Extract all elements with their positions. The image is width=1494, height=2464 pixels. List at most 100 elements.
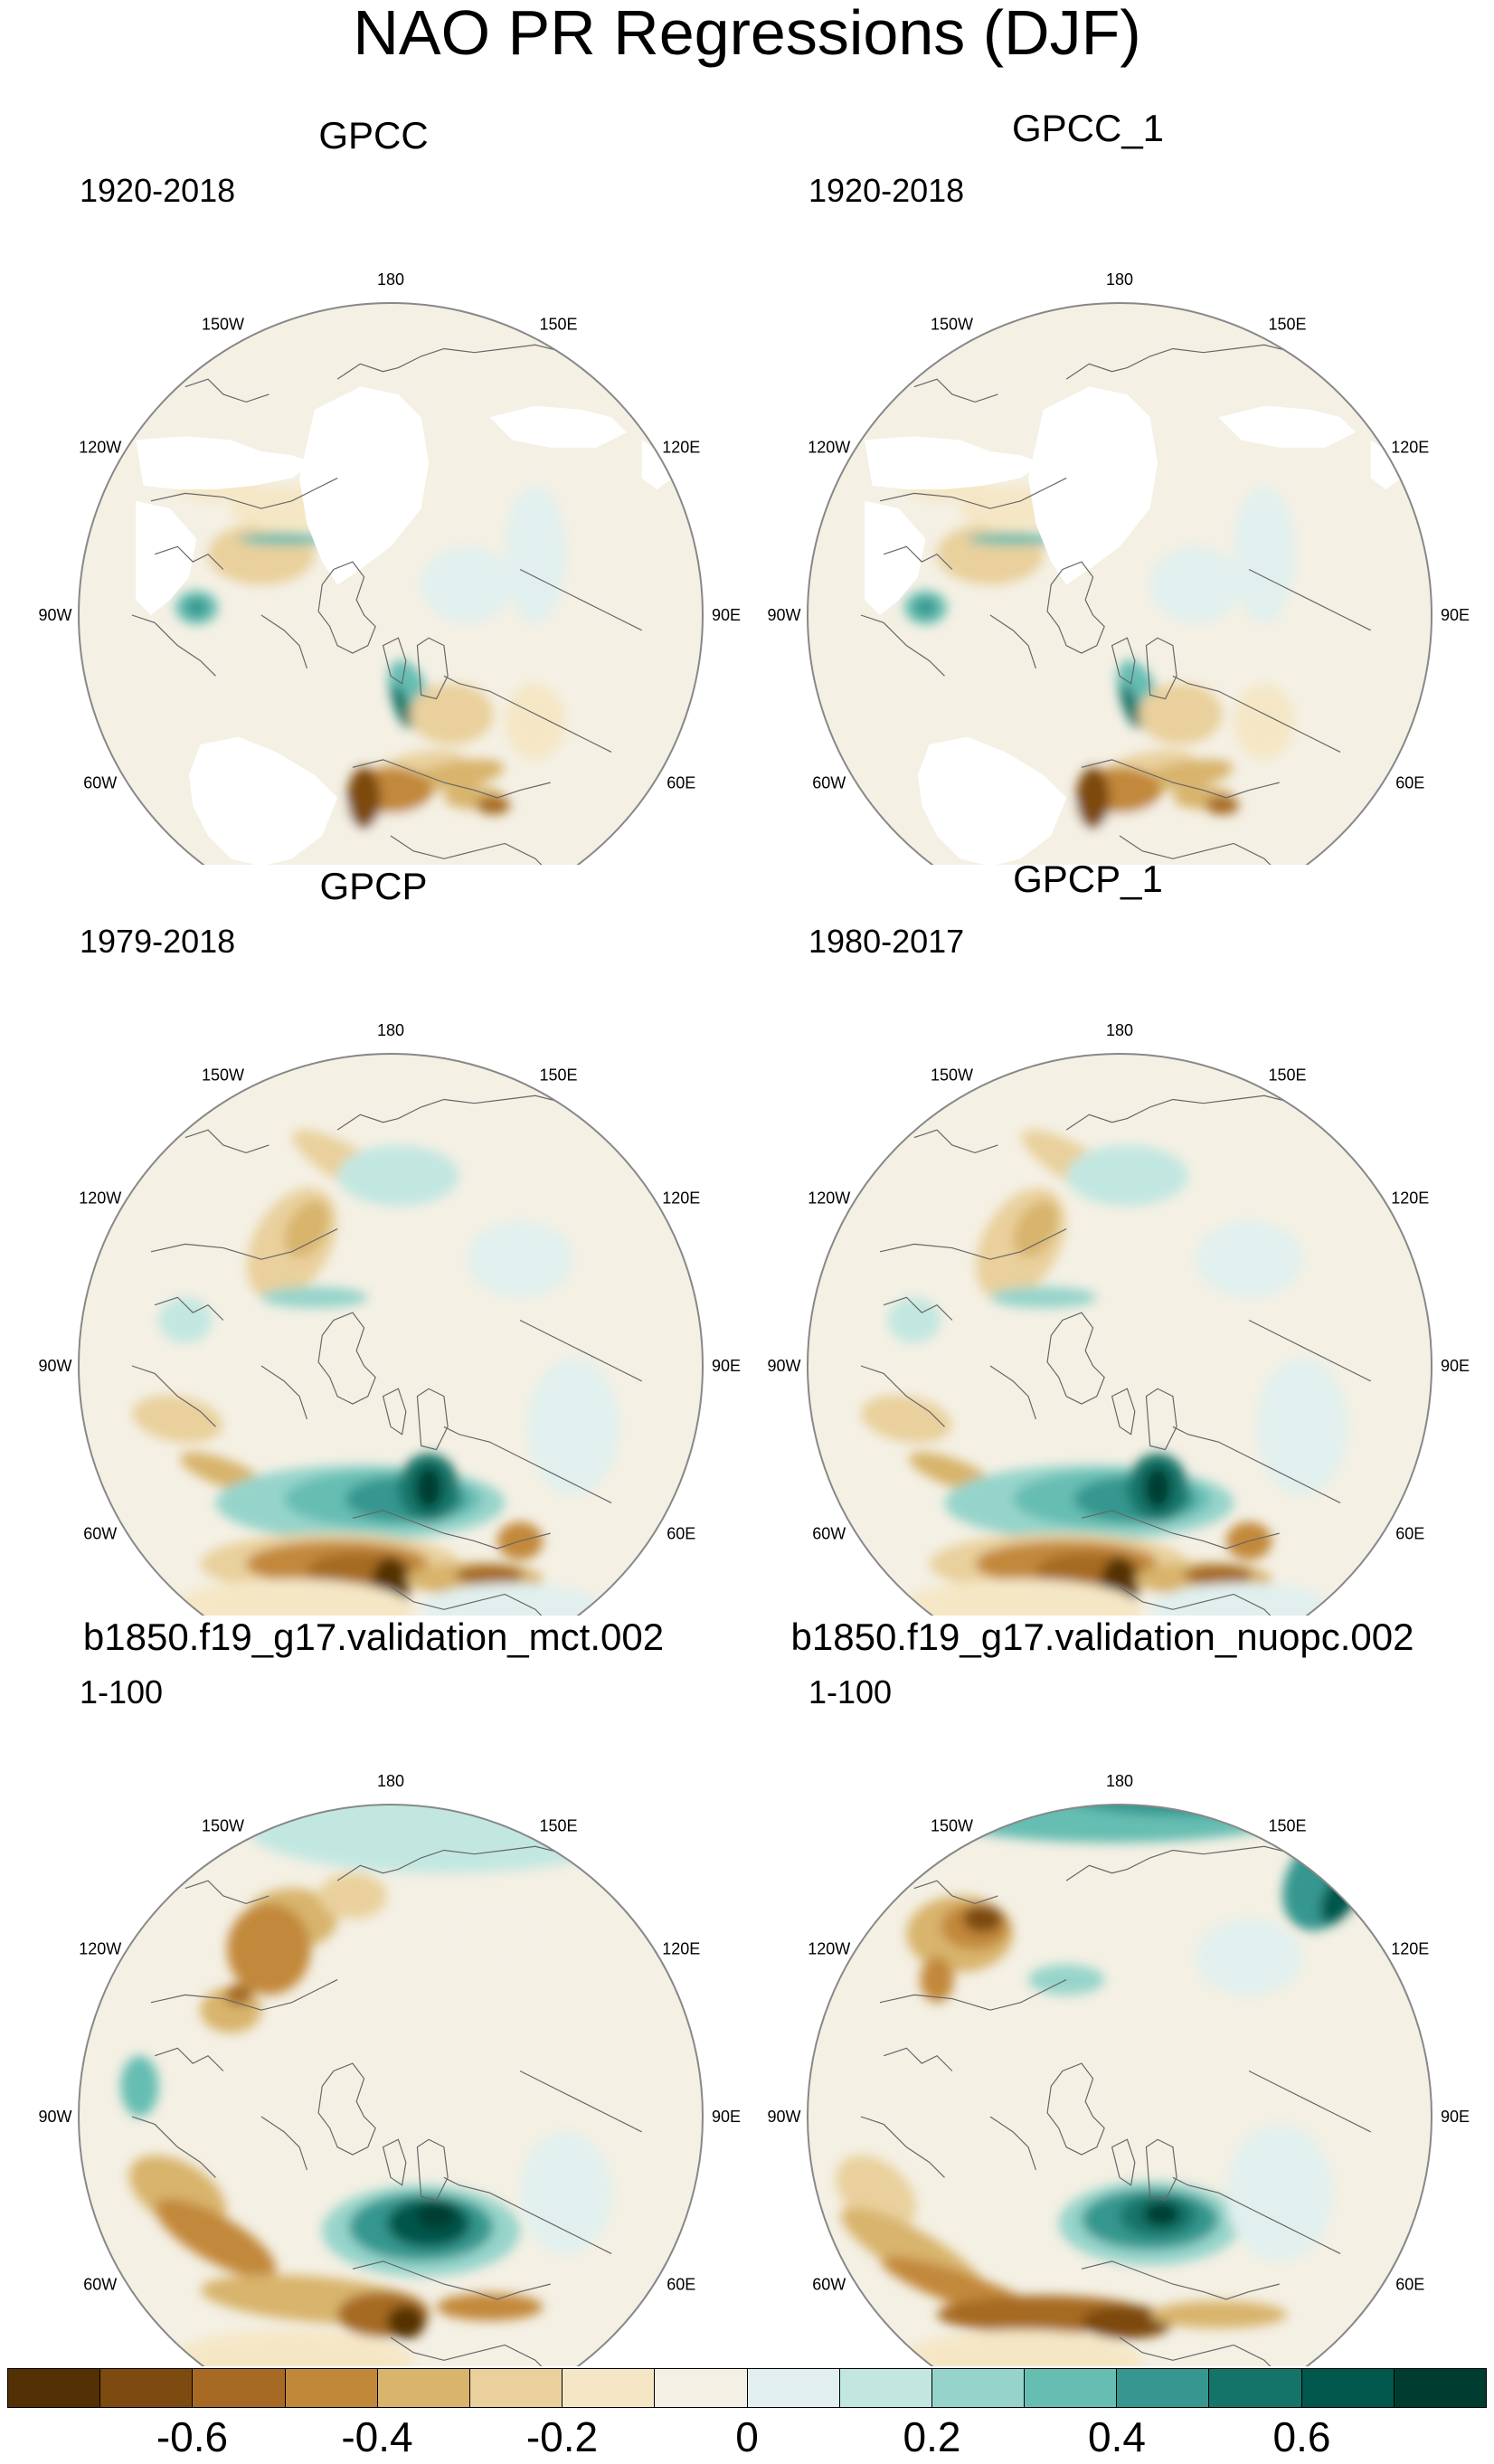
coastline xyxy=(1145,637,1177,700)
no-data-mask xyxy=(865,386,1402,865)
longitude-label: 60E xyxy=(1395,2276,1424,2294)
longitude-label: 180 xyxy=(1106,1021,1133,1039)
panel-period: 1979-2018 xyxy=(80,923,236,960)
coastline xyxy=(390,2336,597,2366)
coastline xyxy=(317,2062,376,2156)
field-blob xyxy=(989,1286,1097,1309)
map-boundary xyxy=(78,1804,704,2366)
map-panel: b1850.f19_g17.validation_nuopc.002 180 150… xyxy=(729,1617,1476,2366)
no-data-area xyxy=(489,405,627,448)
coastline xyxy=(1081,759,1280,799)
coastline xyxy=(131,1365,216,1427)
coastline xyxy=(184,1129,269,1154)
coastline xyxy=(1111,637,1136,685)
coastline xyxy=(336,344,590,380)
field-blob xyxy=(443,1895,551,1973)
coastline xyxy=(443,2176,612,2254)
map-boundary xyxy=(807,1804,1433,2366)
coastline xyxy=(1119,835,1326,865)
polar-map: 180150E120E90E60E30E030W60W90W120W150W xyxy=(38,270,741,865)
field-blob xyxy=(238,533,330,545)
longitude-label: 60W xyxy=(83,1525,117,1543)
field-blob xyxy=(1225,2124,1333,2261)
longitude-label: 120E xyxy=(662,1189,700,1208)
coastlines xyxy=(860,1845,1371,2366)
coastline xyxy=(352,2260,551,2300)
coastline xyxy=(1119,1586,1326,1616)
longitude-label: 90E xyxy=(1441,606,1470,624)
no-data-area xyxy=(1218,405,1356,448)
longitude-label: 150W xyxy=(202,1817,244,1835)
map-boundary xyxy=(807,1053,1433,1616)
polar-map: 180150E120E90E60E30E030W60W90W120W150W xyxy=(38,1772,741,2366)
field-blob xyxy=(155,2198,277,2279)
coastline xyxy=(154,545,224,570)
map-boundary xyxy=(807,302,1433,865)
longitude-label: 60W xyxy=(83,774,117,792)
no-data-area xyxy=(865,436,1044,490)
field-blob xyxy=(1149,2300,1288,2328)
field-blob xyxy=(386,2305,425,2339)
coastlines xyxy=(860,344,1371,865)
coastlines xyxy=(131,1095,642,1616)
coastline xyxy=(1248,2070,1371,2133)
coastline xyxy=(260,2116,307,2171)
no-data-area xyxy=(918,736,1067,865)
field-blob xyxy=(887,1297,941,1343)
longitude-label: 60W xyxy=(812,2276,846,2294)
panel-period: 1920-2018 xyxy=(80,172,236,209)
coastline xyxy=(883,2047,953,2071)
longitude-label: 180 xyxy=(377,1021,404,1039)
colorbar-swatch xyxy=(655,2369,748,2407)
coastline xyxy=(382,2138,407,2186)
longitude-label: 90E xyxy=(1441,1357,1470,1375)
colorbar-swatch xyxy=(839,2369,932,2407)
no-data-area xyxy=(299,386,430,585)
panel-title: GPCP_1 xyxy=(1013,858,1163,900)
longitude-label: 120W xyxy=(808,439,850,457)
panel-period: 1980-2017 xyxy=(808,923,965,960)
colorbar-tick-label: -0.4 xyxy=(341,2413,413,2460)
panel-title: b1850.f19_g17.validation_nuopc.002 xyxy=(790,1616,1414,1658)
map-boundary xyxy=(78,302,704,865)
field-blob xyxy=(169,2329,414,2366)
coastline xyxy=(989,2116,1036,2171)
no-data-area xyxy=(189,736,338,865)
field-blob xyxy=(967,533,1059,545)
field-blob xyxy=(1143,1466,1172,1510)
regression-field xyxy=(120,1805,642,2366)
colorbar-tick-label: 0.6 xyxy=(1272,2413,1331,2460)
colorbar-swatch xyxy=(1301,2369,1395,2407)
coastline xyxy=(131,614,216,677)
coastline xyxy=(879,478,1067,509)
field-blob xyxy=(1256,1358,1348,1496)
field-blob xyxy=(1143,2202,1180,2227)
longitude-label: 90E xyxy=(712,1357,741,1375)
longitude-label: 60E xyxy=(1395,1525,1424,1543)
field-blob xyxy=(414,1466,443,1510)
coastline xyxy=(352,759,551,799)
longitude-label: 90W xyxy=(38,606,71,624)
coastline xyxy=(879,1979,1067,2011)
colorbar-swatch xyxy=(377,2369,470,2407)
coastline xyxy=(913,1129,998,1154)
polar-map: 180150E120E90E60E30E030W60W90W120W150W xyxy=(767,270,1470,865)
no-data-mask xyxy=(136,386,673,865)
coastline xyxy=(1081,2260,1280,2300)
field-blob xyxy=(246,1805,642,1873)
colorbar-swatch xyxy=(1209,2369,1302,2407)
no-data-area xyxy=(865,500,926,615)
longitude-label: 90E xyxy=(712,2108,741,2126)
colorbar-swatch xyxy=(100,2369,194,2407)
field-blob xyxy=(1196,1919,1302,1995)
longitude-label: 60E xyxy=(667,2276,695,2294)
coastline xyxy=(184,1880,269,1905)
polar-map: 180150E120E90E60E30E030W60W90W120W150W xyxy=(767,1021,1470,1616)
field-blob xyxy=(920,1957,954,2003)
field-blob xyxy=(505,485,566,623)
map-panel: GPCP_1180150E120E90E60E30E030W60W90W120W… xyxy=(729,859,1476,1616)
field-blob xyxy=(937,524,1044,585)
field-blob xyxy=(1081,2305,1173,2339)
longitude-label: 90E xyxy=(1441,2108,1470,2126)
longitude-label: 150W xyxy=(202,316,244,334)
